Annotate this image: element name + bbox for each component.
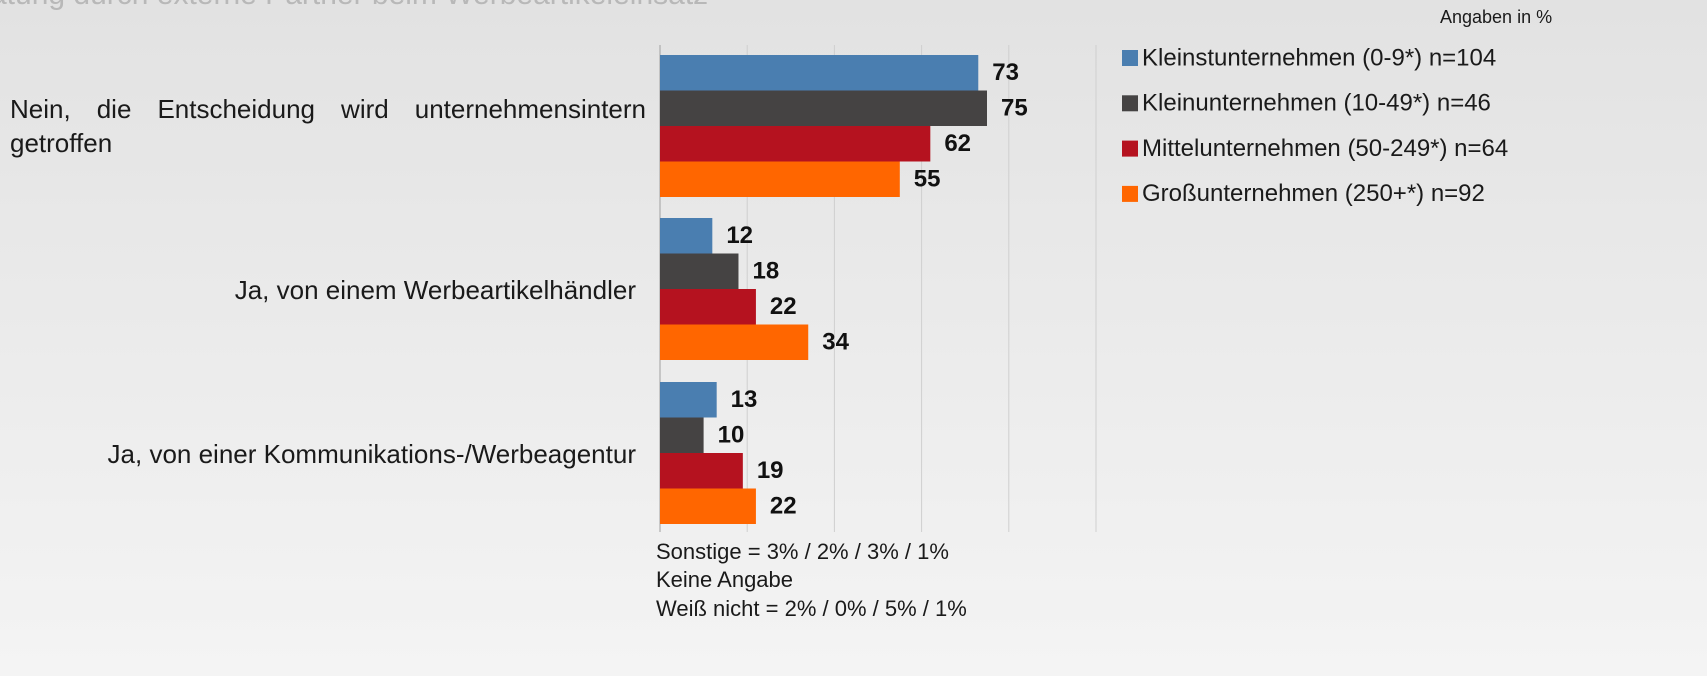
legend-swatch: [1122, 140, 1138, 157]
value-label: 62: [944, 130, 971, 157]
category-label: Ja, von einer Kommunikations-/Werbeagent…: [107, 439, 636, 469]
bar: [660, 488, 756, 524]
value-label: 34: [822, 329, 849, 356]
bar: [660, 218, 713, 254]
value-label: 10: [718, 422, 745, 449]
bar: [660, 453, 743, 489]
value-label: 19: [757, 457, 784, 484]
bar: [660, 253, 739, 289]
bar: [660, 90, 987, 126]
legend-label: Großunternehmen (250+*) n=92: [1142, 180, 1485, 207]
bar: [660, 161, 900, 197]
unit-note: Angaben in %: [1440, 7, 1552, 27]
category-label: Nein, die Entscheidung wird unternehmens…: [10, 94, 646, 158]
legend-swatch: [1122, 95, 1138, 112]
value-label: 13: [731, 386, 758, 413]
chart-title: atung durch externe Partner beim Werbear…: [0, 0, 708, 11]
bar: [660, 417, 704, 453]
bar: [660, 289, 756, 325]
bar: [660, 324, 809, 360]
value-label: 22: [770, 493, 797, 520]
value-label: 22: [770, 293, 797, 320]
legend-label: Mittelunternehmen (50-249*) n=64: [1142, 135, 1508, 162]
note: Keine Angabe: [656, 567, 794, 592]
legend-label: Kleinstunternehmen (0-9*) n=104: [1142, 44, 1496, 71]
category-label: Ja, von einem Werbeartikelhändler: [234, 275, 636, 305]
bar: [660, 55, 979, 91]
value-label: 18: [752, 258, 779, 285]
bar: [660, 126, 931, 162]
legend-swatch: [1122, 50, 1138, 66]
value-label: 73: [992, 59, 1019, 86]
legend-label: Kleinunternehmen (10-49*) n=46: [1142, 90, 1491, 117]
note: Sonstige = 3% / 2% / 3% / 1%: [656, 539, 949, 564]
value-label: 12: [726, 222, 753, 249]
legend-swatch: [1122, 185, 1138, 202]
note: Weiß nicht = 2% / 0% / 5% / 1%: [656, 596, 967, 621]
value-label: 55: [914, 166, 941, 193]
value-label: 75: [1001, 95, 1028, 122]
bar: [660, 382, 717, 418]
